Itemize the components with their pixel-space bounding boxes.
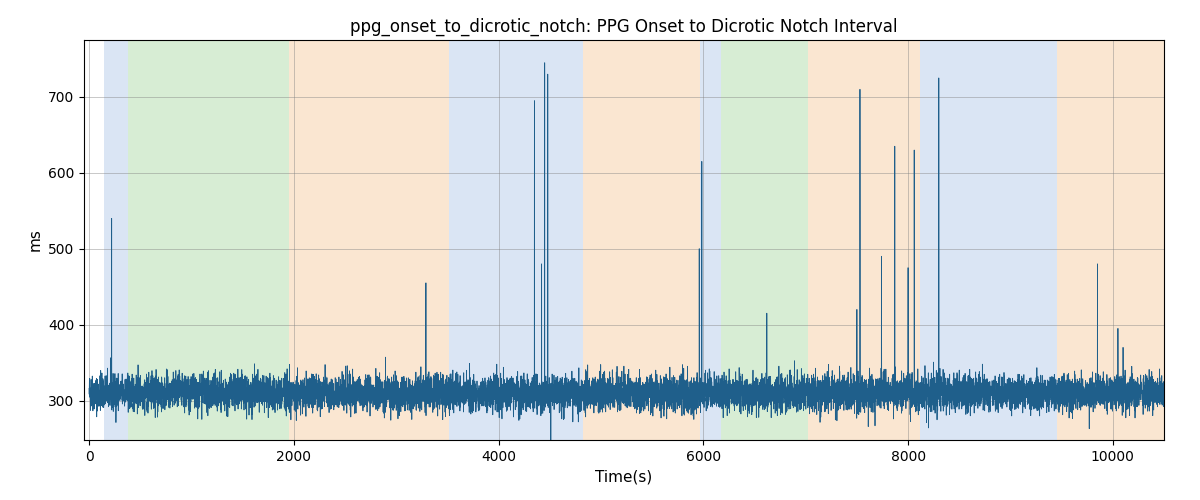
Y-axis label: ms: ms xyxy=(28,228,42,252)
Bar xyxy=(808,40,920,440)
Bar xyxy=(128,40,289,440)
X-axis label: Time(s): Time(s) xyxy=(595,470,653,484)
Title: ppg_onset_to_dicrotic_notch: PPG Onset to Dicrotic Notch Interval: ppg_onset_to_dicrotic_notch: PPG Onset t… xyxy=(350,18,898,36)
Bar xyxy=(721,40,808,440)
Bar xyxy=(450,40,582,440)
Bar xyxy=(701,40,721,440)
Bar xyxy=(582,40,701,440)
Bar xyxy=(289,40,450,440)
Bar xyxy=(104,40,128,440)
Bar xyxy=(920,40,1056,440)
Bar xyxy=(1056,40,1184,440)
